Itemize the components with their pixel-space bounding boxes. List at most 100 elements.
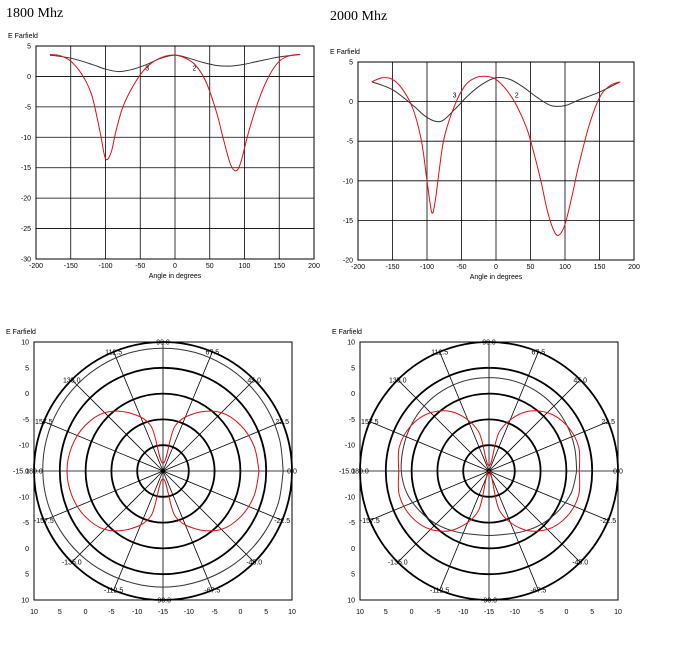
y-tick-label: 5 [351, 572, 355, 579]
x-tick-label: -150 [385, 264, 399, 271]
polar-spoke [43, 421, 164, 472]
x-tick-label: -15 [158, 609, 168, 616]
angle-label: 67.5 [206, 349, 220, 356]
x-tick-label: -5 [108, 609, 114, 616]
series-line-0 [371, 76, 621, 123]
y-tick-label: 0 [25, 391, 29, 398]
angle-label: -22.5 [600, 518, 616, 525]
x-axis-label: Angle in degrees [149, 273, 202, 280]
angle-label: -45.0 [572, 560, 588, 567]
x-tick-label: -50 [456, 264, 466, 271]
angle-label: -67.5 [530, 588, 546, 595]
x-tick-label: -15 [484, 609, 494, 616]
annotation-label: 3 [453, 93, 457, 100]
x-tick-label: -5 [434, 609, 440, 616]
x-tick-label: 200 [628, 264, 640, 271]
angle-label: -112.5 [104, 588, 123, 595]
x-tick-label: 10 [614, 609, 622, 616]
polar-spoke [43, 470, 164, 521]
y-tick-label: 5 [351, 365, 355, 372]
x-tick-label: 0 [84, 609, 88, 616]
y-tick-label: -10 [21, 135, 31, 142]
polar-spoke [369, 470, 490, 521]
angle-label: -67.5 [204, 588, 220, 595]
x-tick-label: -10 [132, 609, 142, 616]
y-tick-label: -5 [23, 520, 29, 527]
angle-label: 90.0 [482, 340, 496, 347]
y-tick-label: -25 [21, 226, 31, 233]
y-tick-label: -15.0 [13, 469, 29, 476]
angle-label: 180.0 [351, 469, 369, 476]
x-tick-label: 5 [58, 609, 62, 616]
y-tick-label: 0 [25, 546, 29, 553]
angle-label: 67.5 [532, 349, 546, 356]
x-tick-label: 5 [384, 609, 388, 616]
angle-label: -135.0 [62, 560, 82, 567]
y-tick-label: 0 [351, 391, 355, 398]
y-tick-label: -20 [21, 196, 31, 203]
angle-label: 135.0 [63, 377, 81, 384]
angle-label: 180.0 [25, 469, 43, 476]
polar-spoke [488, 351, 539, 472]
polar-spoke [439, 351, 490, 472]
y-tick-label: -5 [23, 417, 29, 424]
x-tick-label: 10 [30, 609, 38, 616]
angle-label: 112.5 [431, 349, 448, 356]
y-tick-label: 0 [27, 74, 31, 81]
cartesian-chart-1800: -200 -150 -100 -50 0 50 100 150 20050-5-10-15-20… [8, 33, 320, 280]
y-tick-label: -5 [347, 139, 353, 146]
x-tick-label: 100 [239, 263, 251, 270]
x-tick-label: -100 [98, 263, 112, 270]
x-tick-label: 0 [494, 264, 498, 271]
x-tick-label: 50 [527, 264, 535, 271]
angle-label: 157.5 [361, 419, 379, 426]
polar-spoke [488, 470, 539, 591]
x-tick-label: -150 [64, 263, 78, 270]
polar-spoke [162, 470, 255, 563]
polar-series-1 [66, 410, 260, 532]
y-tick-label: -10 [19, 494, 29, 501]
polar-spoke [71, 470, 164, 563]
x-tick-label: 5 [264, 609, 268, 616]
angle-label: -22.5 [274, 518, 290, 525]
y-tick-label: 5 [27, 44, 31, 51]
polar-chart-1800: 10 5 0 -5 -10 -15 -10 -5 0 5 101050-5-10-15.0-10-5… [6, 329, 297, 616]
x-tick-label: 100 [559, 264, 571, 271]
polar-spoke [162, 351, 213, 472]
y-tick-label: -10 [343, 178, 353, 185]
angle-label: -112.5 [430, 588, 449, 595]
angle-label: -135.0 [388, 560, 408, 567]
x-tick-label: -10 [458, 609, 468, 616]
angle-label: 157.5 [35, 419, 53, 426]
y-tick-label: 0 [349, 99, 353, 106]
angle-label: 90.0 [156, 340, 170, 347]
x-tick-label: -10 [510, 609, 520, 616]
y-tick-label: 5 [349, 60, 353, 67]
annotation-label: 3 [145, 65, 149, 72]
angle-label: 45.0 [247, 377, 261, 384]
angle-label: 135.0 [389, 377, 407, 384]
x-tick-label: 0 [410, 609, 414, 616]
x-tick-label: 10 [288, 609, 296, 616]
polar-spoke [162, 421, 283, 472]
x-tick-label: -200 [351, 264, 365, 271]
x-tick-label: -5 [211, 609, 217, 616]
angle-label: 22.5 [601, 419, 615, 426]
angle-label: 0.0 [287, 469, 297, 476]
x-tick-label: 0 [173, 263, 177, 270]
angle-label: 112.5 [105, 349, 122, 356]
polar-series-1 [397, 410, 581, 532]
polar-spoke [71, 379, 164, 472]
y-tick-label: 0 [351, 546, 355, 553]
x-tick-label: 5 [590, 609, 594, 616]
angle-label: 45.0 [573, 377, 587, 384]
x-tick-label: 0 [238, 609, 242, 616]
angle-label: -45.0 [246, 560, 262, 567]
y-axis-label: E Farfield [330, 49, 360, 56]
x-axis-label: Angle in degrees [470, 274, 523, 281]
y-tick-label: -5 [349, 417, 355, 424]
polar-spoke [488, 470, 609, 521]
y-axis-label: E Farfield [8, 33, 38, 40]
x-tick-label: -10 [184, 609, 194, 616]
